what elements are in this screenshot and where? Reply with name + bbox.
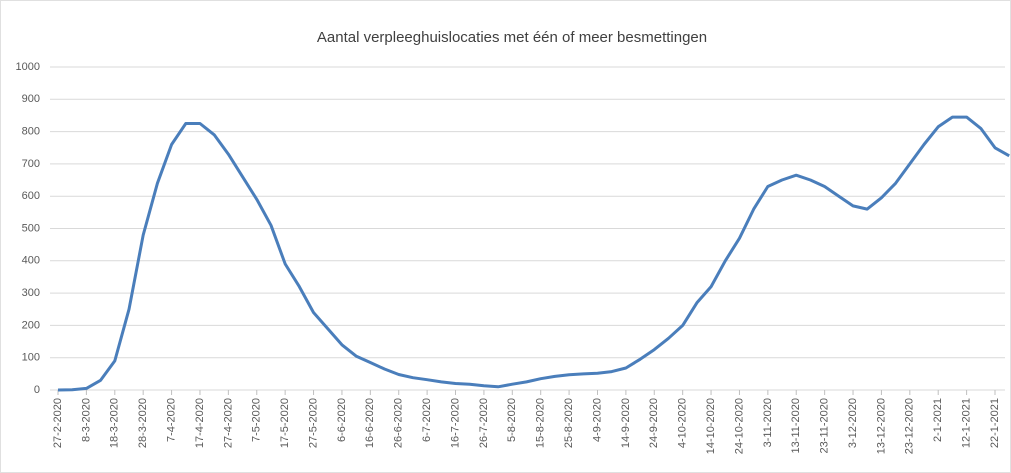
x-tick-label: 13-12-2020 — [875, 398, 887, 454]
y-tick-label: 100 — [22, 352, 40, 364]
y-tick-label: 900 — [22, 93, 40, 105]
x-tick-label: 25-8-2020 — [563, 398, 575, 448]
x-tick-label: 22-1-2021 — [989, 398, 1001, 448]
x-tick-label: 16-7-2020 — [449, 398, 461, 448]
x-tick-label: 26-6-2020 — [393, 398, 405, 448]
y-tick-label: 800 — [22, 126, 40, 138]
x-tick-label: 27-4-2020 — [222, 398, 234, 448]
x-tick-label: 23-12-2020 — [904, 398, 916, 454]
x-tick-label: 3-11-2020 — [762, 398, 774, 447]
x-tick-label: 14-9-2020 — [620, 398, 632, 448]
chart-title: Aantal verpleeghuislocaties met één of m… — [317, 29, 707, 46]
x-tick-label: 28-3-2020 — [137, 398, 149, 448]
y-tick-label: 400 — [22, 255, 40, 267]
x-tick-label: 13-11-2020 — [790, 398, 802, 453]
x-tick-label: 27-5-2020 — [307, 398, 319, 448]
data-line — [57, 115, 1010, 392]
x-tick-label: 26-7-2020 — [478, 398, 490, 448]
x-tick-label: 7-4-2020 — [165, 398, 177, 442]
x-tick-label: 3-12-2020 — [847, 398, 859, 448]
x-tick-label: 5-8-2020 — [506, 398, 518, 442]
x-tick-label: 6-6-2020 — [336, 398, 348, 442]
x-tick-label: 18-3-2020 — [109, 398, 121, 448]
x-tick-label: 16-6-2020 — [364, 398, 376, 448]
x-tick-label: 12-1-2021 — [961, 398, 973, 448]
y-tick-label: 700 — [22, 158, 40, 170]
x-tick-label: 24-9-2020 — [648, 398, 660, 448]
x-tick-label: 24-10-2020 — [733, 398, 745, 454]
x-tick-label: 15-8-2020 — [535, 398, 547, 448]
y-tick-label: 300 — [22, 287, 40, 299]
x-tick-label: 2-1-2021 — [932, 398, 944, 442]
x-tick-label: 27-2-2020 — [52, 398, 64, 448]
x-tick-label: 23-11-2020 — [819, 398, 831, 453]
y-tick-label: 0 — [34, 384, 40, 396]
y-tick-label: 200 — [22, 319, 40, 331]
x-tick-label: 7-5-2020 — [251, 398, 263, 442]
x-tick-label: 6-7-2020 — [421, 398, 433, 442]
x-tick-label: 17-5-2020 — [279, 398, 291, 448]
x-tick-label: 4-9-2020 — [591, 398, 603, 442]
x-tick-label: 4-10-2020 — [677, 398, 689, 448]
y-tick-label: 1000 — [16, 61, 40, 73]
y-tick-label: 600 — [22, 190, 40, 202]
x-tick-label: 8-3-2020 — [80, 398, 92, 442]
y-tick-label: 500 — [22, 222, 40, 234]
x-tick-label: 14-10-2020 — [705, 398, 717, 454]
x-tick-label: 17-4-2020 — [194, 398, 206, 448]
